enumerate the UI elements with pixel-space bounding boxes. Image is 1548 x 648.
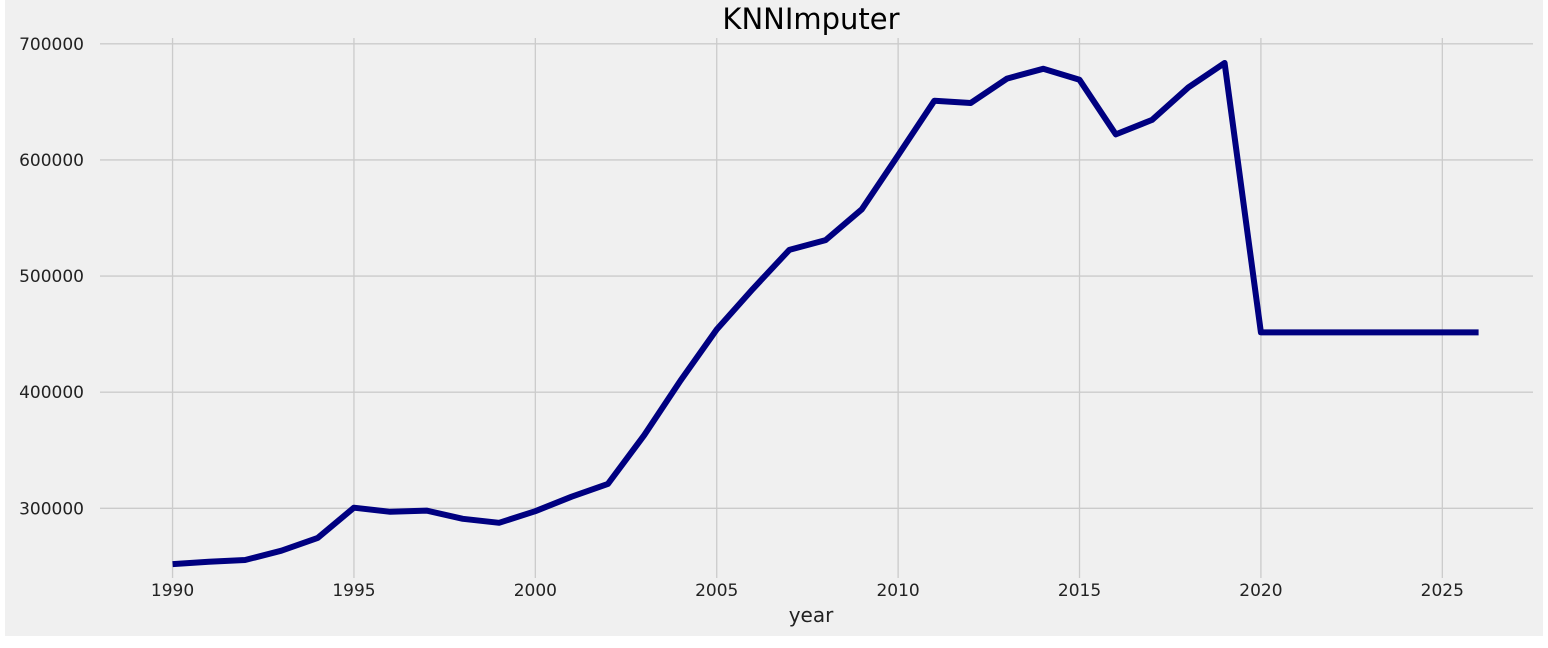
y-axis-ticks: 300000 400000 500000 600000 700000 [19, 35, 84, 520]
chart-title: KNNImputer [722, 2, 899, 36]
x-tick-label: 2010 [876, 581, 919, 601]
x-tick-label: 1995 [332, 581, 375, 601]
series-line [172, 60, 1479, 568]
x-tick-label: 2020 [1239, 581, 1282, 601]
x-tick-label: 2025 [1421, 581, 1464, 601]
x-tick-label: 2005 [695, 581, 738, 601]
x-axis-label: year [789, 603, 834, 627]
chart-figure: KNNImputer 300000 400000 500000 600000 70000… [5, 0, 1543, 636]
grid-lines [100, 38, 1533, 578]
y-tick-label: 300000 [19, 499, 84, 519]
y-tick-label: 700000 [19, 35, 84, 55]
line-chart: KNNImputer 300000 400000 500000 600000 70000… [19, 2, 1533, 627]
y-tick-label: 600000 [19, 151, 84, 171]
y-tick-label: 500000 [19, 267, 84, 287]
x-tick-label: 2015 [1058, 581, 1101, 601]
series-layer [172, 60, 1479, 568]
y-tick-label: 400000 [19, 383, 84, 403]
x-tick-label: 1990 [151, 581, 194, 601]
x-axis-ticks: 1990 1995 2000 2005 2010 2015 2020 2025 [151, 581, 1464, 601]
x-tick-label: 2000 [514, 581, 557, 601]
